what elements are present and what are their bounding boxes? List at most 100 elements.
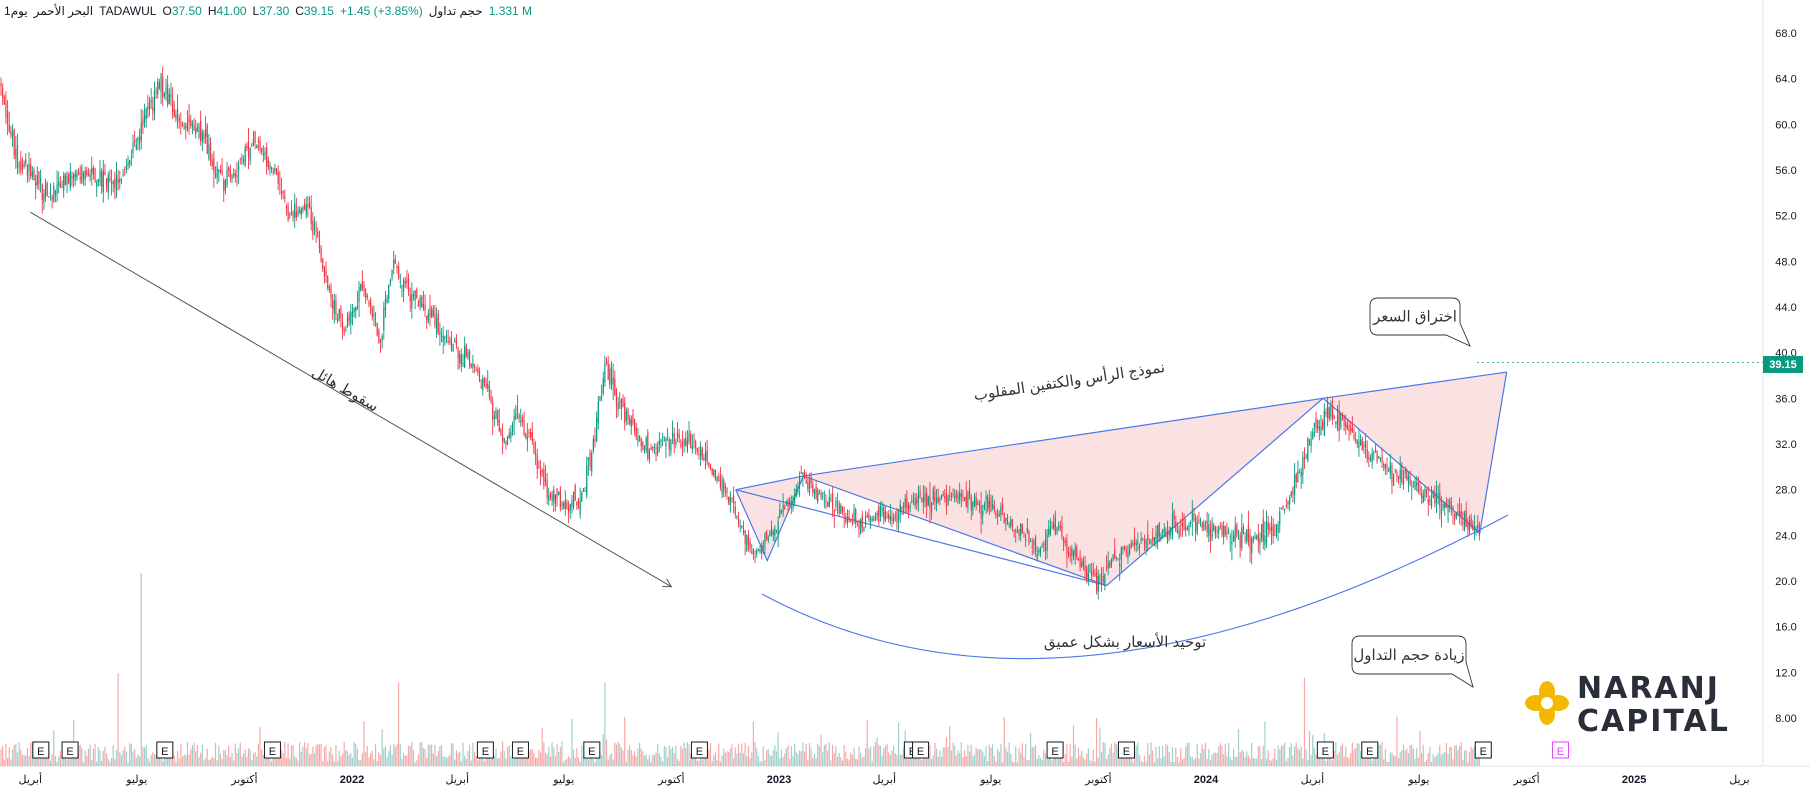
volume-bar <box>667 757 669 766</box>
volume-bar <box>721 756 723 766</box>
candle-body <box>1401 465 1403 482</box>
candle-body <box>891 516 893 521</box>
volume-bar <box>1389 752 1391 766</box>
candle-body <box>406 279 408 283</box>
candle-body <box>275 168 278 174</box>
volume-bar <box>1124 758 1126 766</box>
volume-bar <box>279 756 281 766</box>
candle-body <box>805 480 807 484</box>
earnings-marker <box>1361 741 1379 759</box>
volume-bar <box>764 760 766 766</box>
volume-bar <box>1142 762 1144 766</box>
volume-bar <box>511 759 514 766</box>
volume-bar <box>1176 757 1179 766</box>
volume-bar <box>1163 756 1165 766</box>
volume-bar <box>843 745 845 766</box>
candle-body <box>335 300 337 315</box>
volume-bar <box>1419 731 1421 766</box>
volume-bar <box>107 759 109 766</box>
candle-body <box>455 338 457 346</box>
volume-bar <box>155 754 157 766</box>
volume-bar <box>734 747 736 766</box>
volume-bar <box>886 743 888 766</box>
candle-body <box>1211 524 1213 539</box>
candle-body <box>637 437 639 442</box>
candle-body <box>1404 470 1406 474</box>
volume-bar <box>383 748 385 766</box>
volume-bar <box>454 759 456 766</box>
volume-bar <box>134 749 136 766</box>
volume-bar <box>475 755 477 766</box>
candle-body <box>1086 566 1088 578</box>
volume-bar <box>546 754 548 766</box>
volume-bar <box>1076 758 1078 766</box>
volume-bar <box>627 749 629 766</box>
volume-bar <box>1119 759 1121 766</box>
volume-bar <box>66 759 68 766</box>
candle-body <box>1046 534 1048 551</box>
candle-body <box>1162 531 1164 533</box>
volume-bar <box>959 752 961 766</box>
candle-body <box>731 497 733 500</box>
candle-body <box>632 414 634 424</box>
candle-body <box>680 444 682 446</box>
volume-bar <box>333 761 335 766</box>
volume-bar <box>988 744 990 766</box>
candle-body <box>845 518 847 522</box>
candle-body <box>704 450 707 461</box>
candle-body <box>1322 421 1324 429</box>
volume-bar <box>459 751 461 766</box>
volume-bar <box>386 756 388 766</box>
candle-body <box>706 451 708 463</box>
candle-body <box>1318 426 1320 431</box>
volume-bar <box>762 746 764 766</box>
candle-body <box>13 129 15 156</box>
candle-body <box>416 289 418 298</box>
volume-bar <box>652 754 654 766</box>
earnings-marker <box>61 741 79 759</box>
volume-bar <box>617 741 619 766</box>
candle-body <box>1315 418 1317 430</box>
volume-bar <box>457 753 459 766</box>
volume-bar <box>1246 751 1248 766</box>
candle-body <box>985 495 987 500</box>
volume-bar <box>11 749 14 766</box>
volume-bar <box>401 758 403 766</box>
candle-body <box>1036 554 1038 559</box>
volume-bar <box>1303 677 1306 766</box>
volume-bar <box>856 759 858 766</box>
volume-bar <box>1298 749 1301 766</box>
volume-bar <box>596 758 598 766</box>
volume-bar <box>1307 760 1309 766</box>
volume-bar <box>162 761 164 766</box>
volume-bar <box>404 755 406 766</box>
volume-bar <box>322 761 324 766</box>
candle-body <box>1374 449 1377 453</box>
candle-body <box>414 290 416 301</box>
candle-body <box>290 211 292 215</box>
candle-body <box>261 147 263 153</box>
volume-bar <box>541 728 543 766</box>
volume-bar <box>572 749 575 766</box>
candle-body <box>350 312 352 324</box>
volume-bar <box>335 745 337 766</box>
candle-body <box>577 499 580 508</box>
volume-bar <box>657 744 659 766</box>
volume-bar <box>393 743 395 766</box>
header-period[interactable]: 1يوم <box>4 4 28 18</box>
candles <box>0 66 1480 600</box>
volume-bar <box>770 755 773 766</box>
candle-body <box>525 433 527 438</box>
volume-bar <box>7 757 9 766</box>
volume-bar <box>945 736 948 766</box>
volume-bar <box>1381 741 1383 766</box>
volume-bar <box>18 742 20 766</box>
candle-body <box>315 229 317 232</box>
volume-bar <box>800 751 802 766</box>
volume-bar <box>0 749 2 766</box>
earnings-marker-label: E <box>1557 746 1564 758</box>
candle-body <box>681 441 684 448</box>
volume-bar <box>360 760 362 766</box>
